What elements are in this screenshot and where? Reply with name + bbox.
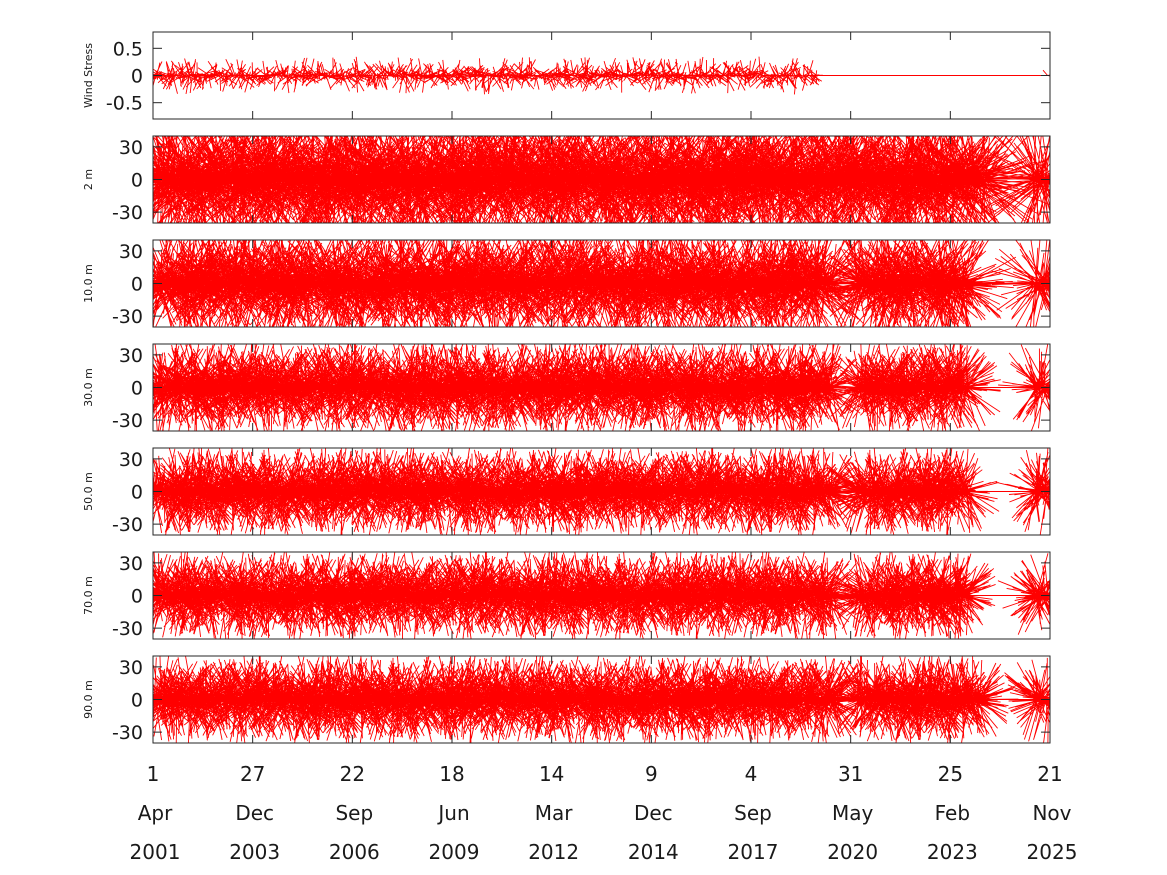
panel-2: 30 0 -30 2 m	[82, 135, 1051, 224]
panel-4-series	[153, 344, 1050, 431]
x-tick-label-day: 21	[1037, 762, 1062, 786]
x-tick-label-year: 2009	[429, 840, 480, 864]
panel-1-series	[153, 56, 1050, 95]
panel-3: 30 0 -30 10.0 m	[82, 239, 1051, 328]
y-tick-label: -30	[112, 618, 143, 640]
x-axis-labels: 1 Apr 2001 27 Dec 2003 22 Sep 2006 18 Jun 2009 14 Mar…	[130, 762, 1078, 864]
y-axis-label: 2 m	[82, 169, 95, 190]
y-tick-label: -30	[112, 202, 143, 224]
x-tick-label-year: 2003	[229, 840, 280, 864]
y-tick-label: 0	[131, 378, 143, 400]
panel-3-series	[153, 240, 1050, 327]
panel-6-series	[153, 552, 1050, 639]
x-tick-label-year: 2014	[628, 840, 679, 864]
y-tick-label: 0.5	[113, 38, 143, 60]
y-tick-label: 0	[131, 482, 143, 504]
x-tick-label-year: 2023	[927, 840, 978, 864]
panel-2-series	[153, 136, 1050, 223]
x-tick-label-day: 25	[938, 762, 963, 786]
y-tick-label: 30	[119, 345, 143, 367]
y-axis-label: 10.0 m	[82, 264, 95, 303]
panel-4: 30 0 -30 30.0 m	[82, 343, 1051, 432]
panel-5: 30 0 -30 50.0 m	[82, 447, 1051, 536]
x-tick-label-day: 18	[439, 762, 464, 786]
x-tick-label-month: Mar	[535, 801, 574, 825]
x-tick-label-day: 14	[539, 762, 564, 786]
x-tick-label-year: 2012	[528, 840, 579, 864]
panel-6: 30 0 -30 70.0 m	[82, 551, 1051, 640]
x-tick-label-month: Dec	[634, 801, 673, 825]
y-tick-label: -30	[112, 514, 143, 536]
y-tick-label: 30	[119, 657, 143, 679]
y-axis-label: 50.0 m	[82, 472, 95, 511]
panel-1: 0.5 0 -0.5 Wind Stress	[82, 31, 1051, 120]
panels-group: 0.5 0 -0.5 Wind Stress 30 0 -30 2 m 30 0 -30 10.0 m…	[82, 31, 1051, 744]
x-tick-label-year: 2017	[728, 840, 779, 864]
x-tick-label-day: 4	[745, 762, 758, 786]
x-tick-label-year: 2001	[130, 840, 181, 864]
y-axis-label: 90.0 m	[82, 680, 95, 719]
y-tick-label: 30	[119, 137, 143, 159]
x-tick-label-year: 2025	[1027, 840, 1078, 864]
y-tick-label: 0	[131, 586, 143, 608]
y-tick-label: -30	[112, 410, 143, 432]
y-tick-label: -0.5	[106, 93, 143, 115]
x-tick-label-month: Sep	[734, 801, 772, 825]
y-tick-label: 0	[131, 66, 143, 88]
x-tick-label-month: May	[832, 801, 874, 825]
y-tick-label: 30	[119, 553, 143, 575]
panel-7-series	[153, 656, 1050, 743]
panel-7: 30 0 -30 90.0 m	[82, 655, 1051, 744]
y-axis-label: 30.0 m	[82, 368, 95, 407]
x-tick-label-day: 31	[838, 762, 863, 786]
y-tick-label: 0	[131, 690, 143, 712]
y-axis-label: 70.0 m	[82, 576, 95, 615]
y-tick-label: 0	[131, 170, 143, 192]
x-tick-label-year: 2020	[827, 840, 878, 864]
x-tick-label-day: 9	[645, 762, 658, 786]
x-tick-label-year: 2006	[329, 840, 380, 864]
panel-5-series	[153, 448, 1050, 535]
x-tick-label-month: Apr	[138, 801, 173, 825]
y-tick-label: -30	[112, 306, 143, 328]
x-tick-label-month: Nov	[1032, 801, 1071, 825]
x-tick-label-month: Sep	[335, 801, 373, 825]
x-tick-label-day: 27	[240, 762, 265, 786]
x-tick-label-month: Feb	[935, 801, 970, 825]
x-tick-label-day: 22	[340, 762, 365, 786]
x-tick-label-month: Dec	[235, 801, 274, 825]
x-tick-label-month: Jun	[436, 801, 469, 825]
y-tick-label: -30	[112, 722, 143, 744]
y-tick-label: 30	[119, 449, 143, 471]
y-axis-label: Wind Stress	[82, 43, 95, 108]
x-tick-label-day: 1	[147, 762, 160, 786]
y-tick-label: 0	[131, 274, 143, 296]
y-tick-label: 30	[119, 241, 143, 263]
